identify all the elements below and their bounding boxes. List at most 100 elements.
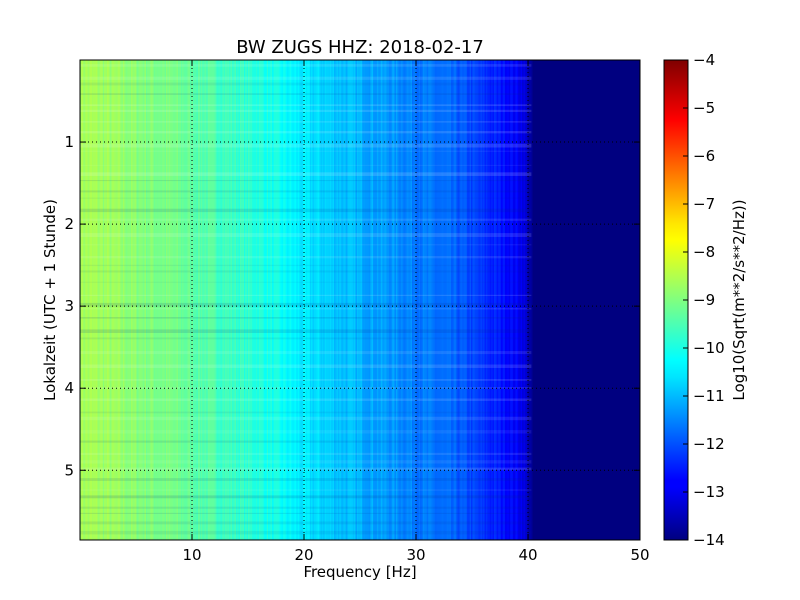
heatmap-band	[80, 538, 532, 540]
heatmap-column	[398, 60, 401, 540]
heatmap-column	[464, 60, 467, 540]
heatmap-column	[425, 60, 428, 540]
heatmap-column	[272, 60, 275, 540]
heatmap-column	[598, 60, 601, 540]
heatmap-column	[604, 60, 607, 540]
heatmap-column	[301, 60, 304, 540]
x-tick-label: 20	[294, 546, 313, 564]
heatmap-column	[161, 60, 164, 540]
heatmap-band	[80, 440, 532, 443]
y-tick-label: 5	[64, 461, 74, 479]
heatmap-column	[250, 60, 253, 540]
heatmap-column	[186, 60, 189, 540]
heatmap-column	[284, 60, 287, 540]
heatmap-column	[233, 60, 236, 540]
heatmap-column	[417, 60, 420, 540]
heatmap-column	[446, 60, 449, 540]
heatmap-column	[269, 60, 272, 540]
colorbar-tick-label: −6	[693, 147, 715, 165]
heatmap-column	[594, 60, 597, 540]
heatmap-column	[356, 60, 359, 540]
heatmap-column	[438, 60, 441, 540]
heatmap-column	[530, 60, 533, 540]
heatmap-column	[628, 60, 631, 540]
heatmap-column	[178, 60, 181, 540]
heatmap-band	[80, 398, 532, 401]
heatmap-column	[260, 60, 263, 540]
plot-frame	[79, 59, 641, 541]
heatmap-band	[80, 104, 532, 107]
heatmap-column	[148, 60, 151, 540]
heatmap-column	[479, 60, 482, 540]
heatmap-column	[285, 60, 288, 540]
heatmap-column	[194, 60, 197, 540]
heatmap-column	[350, 60, 353, 540]
heatmap-column	[182, 60, 185, 540]
heatmap-column	[118, 60, 121, 540]
heatmap-column	[613, 60, 616, 540]
heatmap-column	[304, 60, 307, 540]
heatmap-column	[511, 60, 514, 540]
heatmap-column	[635, 60, 638, 540]
heatmap-column	[217, 60, 220, 540]
heatmap-column	[253, 60, 256, 540]
heatmap-column	[139, 60, 142, 540]
heatmap-column	[274, 60, 277, 540]
heatmap-column	[120, 60, 123, 540]
heatmap-column	[124, 60, 127, 540]
heatmap-column	[562, 60, 565, 540]
heatmap-column	[100, 60, 103, 540]
heatmap-column	[534, 60, 537, 540]
heatmap-column	[262, 60, 265, 540]
heatmap-column	[245, 60, 248, 540]
heatmap-band	[80, 121, 532, 123]
heatmap-column	[394, 60, 397, 540]
colorbar-tick-label: −4	[693, 51, 715, 69]
heatmap-column	[559, 60, 562, 540]
heatmap-column	[418, 60, 421, 540]
heatmap-column	[375, 60, 378, 540]
heatmap-column	[616, 60, 619, 540]
heatmap-column	[334, 60, 336, 540]
heatmap-column	[518, 60, 521, 540]
heatmap-column	[612, 60, 615, 540]
heatmap-column	[96, 60, 99, 540]
heatmap-column	[113, 60, 116, 540]
heatmap-band	[80, 387, 532, 389]
heatmap-column	[329, 60, 332, 540]
heatmap-column	[472, 60, 475, 540]
heatmap-column	[155, 60, 158, 540]
heatmap-column	[248, 60, 250, 540]
heatmap-column	[383, 60, 386, 540]
heatmap-column	[450, 60, 453, 540]
heatmap-column	[506, 60, 508, 540]
heatmap-column	[363, 60, 366, 540]
heatmap-column	[539, 60, 542, 540]
heatmap-column	[410, 60, 413, 540]
heatmap-column	[325, 60, 328, 540]
heatmap-band	[80, 364, 532, 368]
heatmap-column	[339, 60, 342, 540]
heatmap-column	[226, 60, 229, 540]
heatmap-column	[282, 60, 285, 540]
heatmap-column	[80, 60, 82, 540]
heatmap-column	[503, 60, 506, 540]
heatmap-column	[379, 60, 382, 540]
heatmap-column	[198, 60, 201, 540]
heatmap-column	[409, 60, 412, 540]
heatmap-column	[456, 60, 459, 540]
heatmap-column	[499, 60, 502, 540]
heatmap-column	[485, 60, 488, 540]
heatmap-column	[292, 60, 295, 540]
heatmap-band	[80, 467, 532, 471]
heatmap-column	[86, 60, 89, 540]
heatmap-column	[381, 60, 383, 540]
heatmap-column	[311, 60, 314, 540]
heatmap-column	[597, 60, 600, 540]
heatmap-column	[569, 60, 572, 540]
heatmap-column	[620, 60, 623, 540]
heatmap-column	[157, 60, 160, 540]
heatmap-column	[98, 60, 101, 540]
heatmap-column	[147, 60, 150, 540]
heatmap-column	[93, 60, 96, 540]
